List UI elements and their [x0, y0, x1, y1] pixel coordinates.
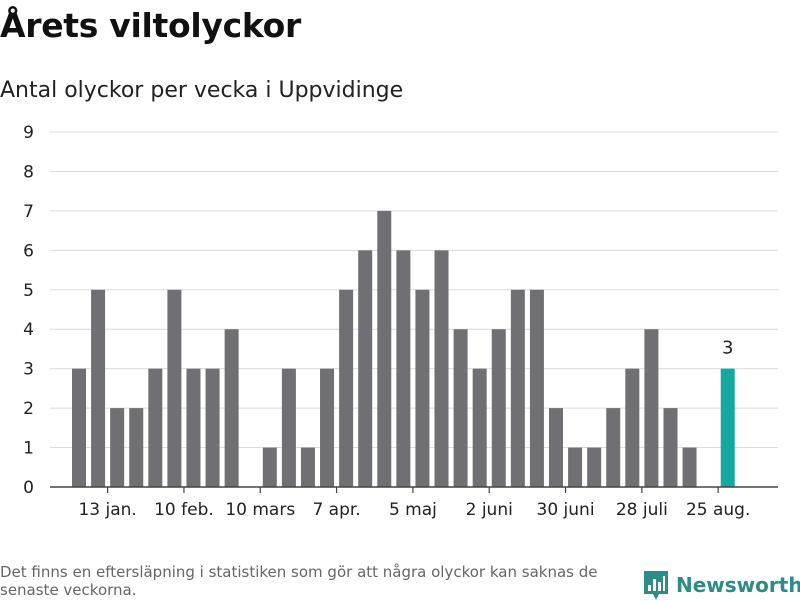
- chart-title: Årets viltolyckor: [0, 6, 301, 45]
- bar: [453, 329, 468, 487]
- bar-chart: 0 1 2 3 4 5 6 7 8 9 3 13 jan. 10 feb. 10 mars 7 apr. 5 …: [23, 123, 778, 520]
- bar: [587, 447, 602, 487]
- bar: [396, 250, 411, 487]
- brand-logo[interactable]: Newsworthy: [643, 569, 800, 601]
- bar: [148, 368, 163, 487]
- y-tick-label: 3: [23, 360, 34, 380]
- bar: [281, 368, 296, 487]
- bar: [262, 447, 277, 487]
- y-tick-label: 9: [23, 123, 34, 143]
- bar: [606, 408, 621, 487]
- bar: [491, 329, 506, 487]
- bar: [300, 447, 315, 487]
- bar: [320, 368, 335, 487]
- bar: [625, 368, 640, 487]
- bar: [377, 210, 392, 487]
- bar-highlight: [720, 368, 735, 487]
- bar: [72, 368, 86, 487]
- bar: [224, 329, 239, 487]
- x-tick-label: 13 jan.: [78, 500, 136, 520]
- bar: [167, 289, 182, 487]
- y-tick-label: 4: [23, 320, 34, 340]
- bar: [110, 408, 125, 487]
- bar: [358, 250, 373, 487]
- x-tick-label: 10 mars: [225, 500, 295, 520]
- bar: [434, 250, 449, 487]
- bar: [415, 289, 430, 487]
- x-tick-label: 2 juni: [466, 500, 513, 520]
- bar: [529, 289, 544, 487]
- x-tick-label: 5 maj: [389, 500, 437, 520]
- chart-subtitle: Antal olyckor per vecka i Uppvidinge: [0, 78, 404, 103]
- bar: [682, 447, 697, 487]
- x-tick-label: 28 juli: [616, 500, 668, 520]
- bar: [549, 408, 563, 487]
- footnote: Det finns en eftersläpning i statistiken…: [0, 563, 598, 599]
- bar: [186, 368, 201, 487]
- bar: [510, 289, 525, 487]
- x-tick-label: 7 apr.: [312, 500, 360, 520]
- bar: [663, 408, 678, 487]
- y-tick-label: 1: [23, 439, 34, 459]
- bar: [205, 368, 220, 487]
- newsworthy-logo-icon: [644, 570, 668, 600]
- bar: [644, 329, 659, 487]
- brand-name: Newsworthy: [676, 573, 800, 597]
- bar: [339, 289, 354, 487]
- y-tick-label: 7: [23, 202, 34, 222]
- x-tick-label: 30 juni: [537, 500, 595, 520]
- y-tick-label: 8: [23, 162, 34, 182]
- y-tick-label: 6: [23, 241, 34, 261]
- bar: [91, 289, 106, 487]
- y-tick-label: 5: [23, 281, 34, 301]
- bar: [472, 368, 487, 487]
- bar: [129, 408, 144, 487]
- y-tick-label: 2: [23, 399, 34, 419]
- y-tick-label: 0: [23, 478, 34, 498]
- bar: [568, 447, 583, 487]
- x-tick-label: 25 aug.: [686, 500, 750, 520]
- highlight-data-label: 3: [722, 338, 733, 359]
- x-tick-label: 10 feb.: [154, 500, 214, 520]
